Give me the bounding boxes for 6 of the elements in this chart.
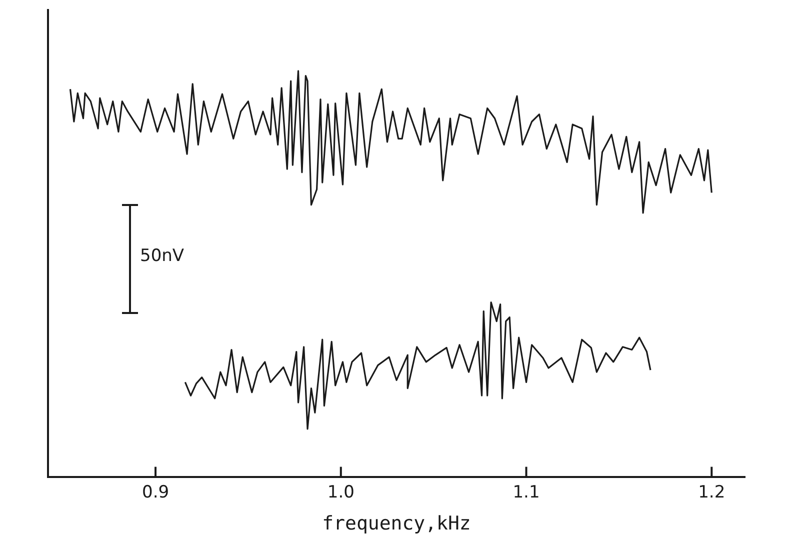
x-tick-label: 1.0	[327, 482, 354, 502]
annotation: 50nV	[140, 246, 184, 266]
x-tick-label: 1.1	[512, 482, 540, 502]
x-tick-label: 1.2	[698, 482, 726, 502]
x-axis-title: frequency,kHz	[322, 512, 471, 535]
x-tick-label: 0.9	[142, 482, 170, 502]
